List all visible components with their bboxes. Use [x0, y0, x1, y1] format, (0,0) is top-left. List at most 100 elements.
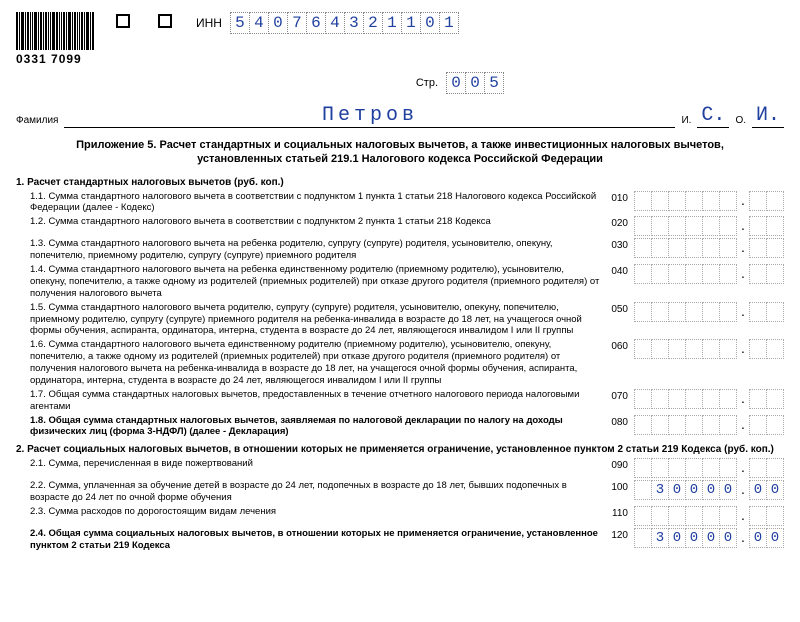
line-code: 080: [606, 415, 634, 428]
line-item: 2.3. Сумма расходов по дорогостоящим вид…: [16, 506, 784, 526]
header-row: 0331 7099 ИНН 540764321101: [16, 12, 784, 66]
line-text: 1.6. Сумма стандартного налогового вычет…: [16, 339, 606, 387]
line-item: 2.2. Сумма, уплаченная за обучение детей…: [16, 480, 784, 504]
cell: [634, 528, 652, 548]
cell: [634, 302, 652, 322]
cell: [749, 238, 767, 258]
cell: [702, 264, 720, 284]
cell: [749, 506, 767, 526]
surname-value: Петров: [64, 104, 675, 128]
cell: [702, 339, 720, 359]
cell: [651, 506, 669, 526]
line-item: 1.2. Сумма стандартного налогового вычет…: [16, 216, 784, 236]
cell: [634, 339, 652, 359]
cell: [685, 458, 703, 478]
cell: 3: [344, 12, 364, 34]
line-code: 120: [606, 528, 634, 541]
cell: [634, 191, 652, 211]
cell: [766, 415, 784, 435]
cell: [685, 238, 703, 258]
line-item: 1.3. Сумма стандартного налогового вычет…: [16, 238, 784, 262]
cell: 0: [766, 528, 784, 548]
cell: [651, 264, 669, 284]
cell: [702, 238, 720, 258]
cell: 6: [306, 12, 326, 34]
amount-field: .: [634, 389, 784, 409]
cell: [749, 191, 767, 211]
square-mark: [158, 14, 172, 28]
cell: 7: [287, 12, 307, 34]
line-item: 1.8. Общая сумма стандартных налоговых в…: [16, 415, 784, 439]
cell: [685, 389, 703, 409]
cell: 5: [484, 72, 504, 94]
cell: [719, 415, 737, 435]
cell: 0: [668, 480, 686, 500]
amount-field: .: [634, 216, 784, 236]
cell: [702, 302, 720, 322]
line-text: 2.2. Сумма, уплаченная за обучение детей…: [16, 480, 606, 504]
cell: [668, 506, 686, 526]
cell: [668, 238, 686, 258]
section-1-items: 1.1. Сумма стандартного налогового вычет…: [16, 191, 784, 439]
inn-block: ИНН 540764321101: [196, 12, 459, 34]
cell: 1: [382, 12, 402, 34]
cell: [685, 264, 703, 284]
cell: [719, 264, 737, 284]
cell: [685, 302, 703, 322]
decimal-dot: .: [740, 217, 746, 235]
amount-field: 30000.00: [634, 480, 784, 500]
cell: 0: [685, 528, 703, 548]
cell: [634, 480, 652, 500]
decimal-dot: .: [740, 481, 746, 499]
cell: [651, 458, 669, 478]
barcode: 0331 7099: [16, 12, 94, 66]
cell: [634, 264, 652, 284]
initial-1: С.: [697, 104, 729, 128]
line-code: 070: [606, 389, 634, 402]
cell: 0: [702, 480, 720, 500]
decimal-dot: .: [740, 303, 746, 321]
line-text: 2.4. Общая сумма социальных налоговых вы…: [16, 528, 606, 552]
cell: [685, 216, 703, 236]
cell: [766, 238, 784, 258]
cell: [634, 238, 652, 258]
line-text: 2.1. Сумма, перечисленная в виде пожертв…: [16, 458, 606, 470]
cell: 0: [749, 480, 767, 500]
cell: [634, 506, 652, 526]
cell: [668, 389, 686, 409]
cell: [634, 458, 652, 478]
decimal-dot: .: [740, 265, 746, 283]
line-code: 060: [606, 339, 634, 352]
line-code: 100: [606, 480, 634, 493]
cell: [749, 264, 767, 284]
line-item: 1.7. Общая сумма стандартных налоговых в…: [16, 389, 784, 413]
cell: [651, 339, 669, 359]
cell: [719, 506, 737, 526]
cell: 1: [401, 12, 421, 34]
cell: [749, 458, 767, 478]
decimal-dot: .: [740, 340, 746, 358]
cell: [634, 389, 652, 409]
page-label: Стр.: [416, 77, 438, 89]
cell: 4: [325, 12, 345, 34]
line-code: 030: [606, 238, 634, 251]
line-text: 1.7. Общая сумма стандартных налоговых в…: [16, 389, 606, 413]
line-code: 020: [606, 216, 634, 229]
cell: 0: [749, 528, 767, 548]
cell: [749, 415, 767, 435]
cell: [719, 389, 737, 409]
cell: [668, 415, 686, 435]
name-row: Фамилия Петров И. С. О. И.: [16, 104, 784, 128]
decimal-dot: .: [740, 416, 746, 434]
cell: 0: [465, 72, 485, 94]
cell: [719, 339, 737, 359]
cell: [766, 191, 784, 211]
i-label: И.: [681, 115, 691, 128]
amount-field: .: [634, 458, 784, 478]
cell: [651, 415, 669, 435]
barcode-bars: [16, 12, 94, 50]
line-item: 2.1. Сумма, перечисленная в виде пожертв…: [16, 458, 784, 478]
amount-field: .: [634, 302, 784, 322]
cell: 0: [446, 72, 466, 94]
cell: 0: [719, 480, 737, 500]
